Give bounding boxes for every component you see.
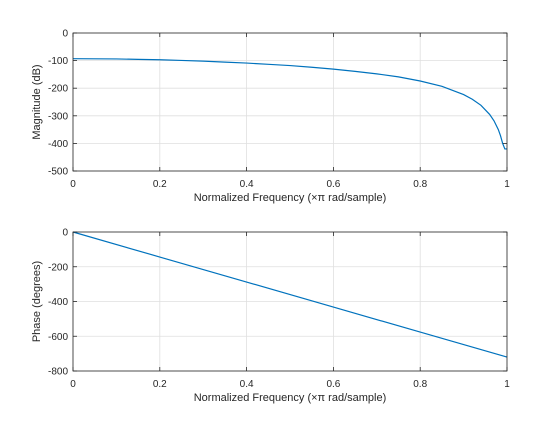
phase-x-tick-label: 0.2 <box>153 379 167 390</box>
phase-x-tick-label: 0.8 <box>413 379 427 390</box>
phase-plot: 0 0.2 0.4 0.6 0.8 1 0 -200 -400 -600 -800 Normalize… <box>31 228 510 405</box>
magnitude-x-tick-label: 0.8 <box>413 179 427 190</box>
magnitude-axes-box <box>72 32 508 172</box>
magnitude-x-tick-label: 0.6 <box>326 179 340 190</box>
phase-y-tick-label: -200 <box>48 262 68 273</box>
phase-x-axis-label: Normalized Frequency (×π rad/sample) <box>194 392 387 404</box>
phase-x-tick-label: 0 <box>70 379 76 390</box>
magnitude-y-tick-label: -100 <box>48 56 68 67</box>
phase-y-tick-label: 0 <box>62 228 68 239</box>
magnitude-y-tick-label: -300 <box>48 111 68 122</box>
magnitude-y-tick-label: 0 <box>62 29 68 40</box>
magnitude-y-axis-label: Magnitude (dB) <box>31 64 43 139</box>
magnitude-series-line <box>72 58 507 150</box>
magnitude-y-tick-label: -200 <box>48 84 68 95</box>
phase-y-axis-label: Phase (degrees) <box>31 261 43 342</box>
magnitude-x-axis-label: Normalized Frequency (×π rad/sample) <box>194 192 387 204</box>
magnitude-y-tick-label: -500 <box>48 167 68 178</box>
magnitude-x-tick-label: 0.2 <box>153 179 167 190</box>
phase-y-tick-label: -800 <box>48 367 68 378</box>
phase-x-tick-label: 0.6 <box>326 379 340 390</box>
magnitude-plot: 0 0.2 0.4 0.6 0.8 1 0 -100 -200 -300 -400 -500 Norma… <box>31 29 510 205</box>
phase-x-tick-label: 0.4 <box>240 379 254 390</box>
phase-series-line <box>72 231 508 358</box>
magnitude-plot-area <box>73 33 507 171</box>
phase-x-tick-label: 1 <box>504 379 510 390</box>
phase-y-tick-label: -400 <box>48 297 68 308</box>
magnitude-y-tick-label: -400 <box>48 139 68 150</box>
magnitude-x-tick-label: 0 <box>70 179 76 190</box>
magnitude-x-tick-label: 0.4 <box>240 179 254 190</box>
phase-y-tick-label: -600 <box>48 332 68 343</box>
magnitude-x-tick-label: 1 <box>504 179 510 190</box>
